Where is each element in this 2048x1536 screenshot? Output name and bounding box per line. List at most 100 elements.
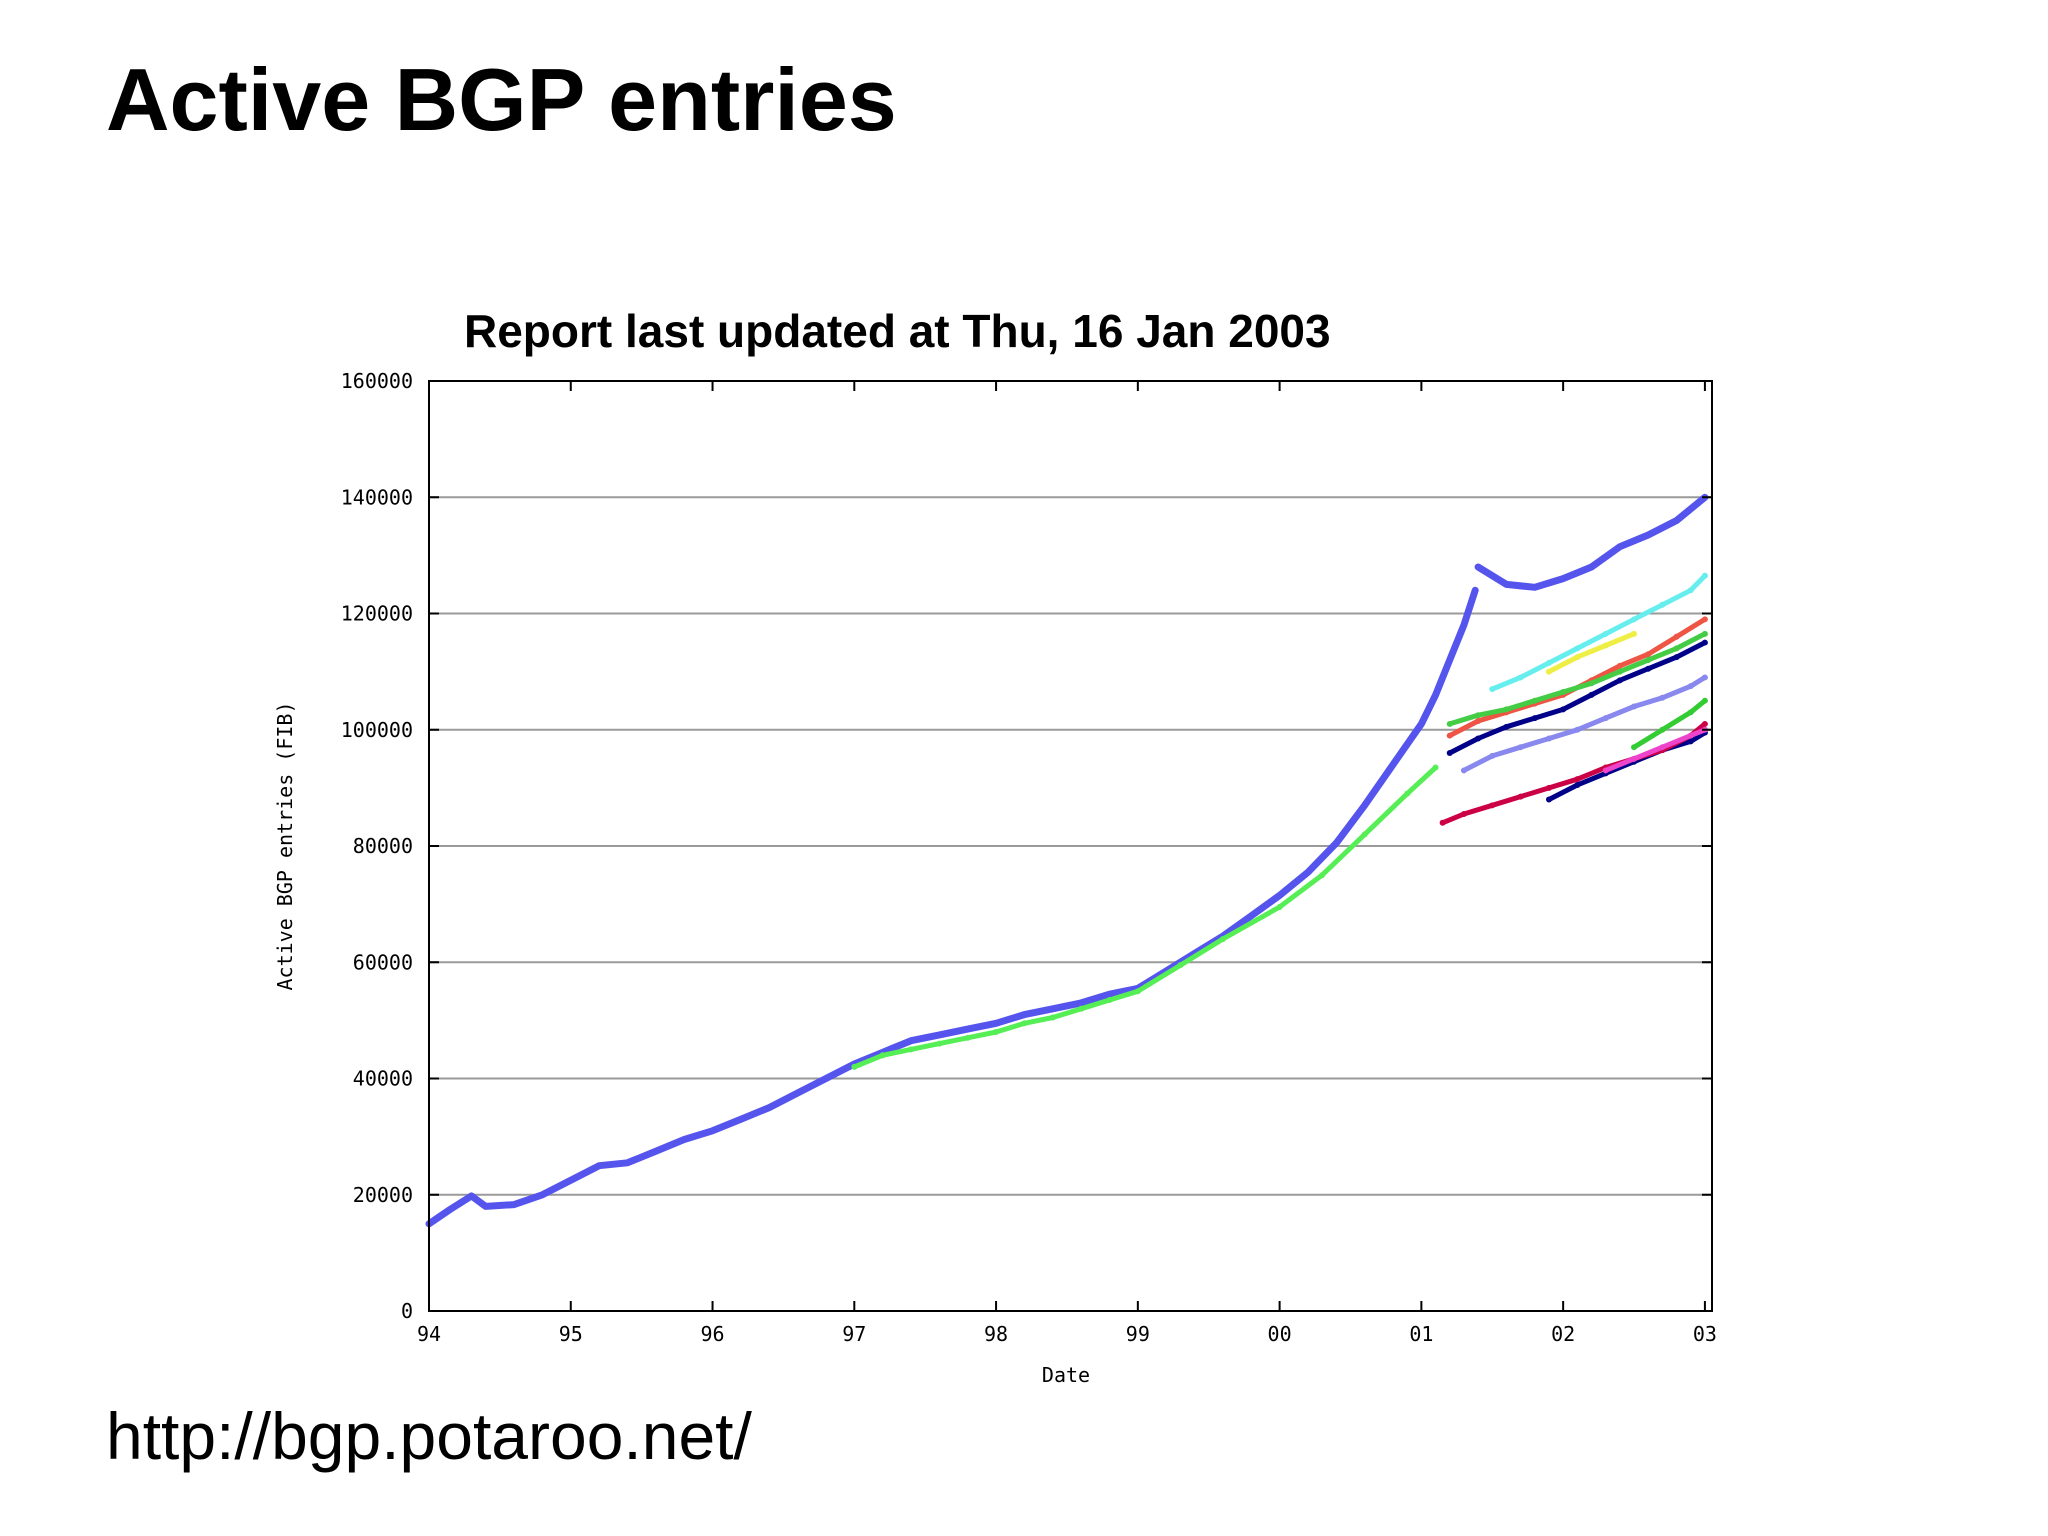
data-point	[1631, 616, 1638, 623]
data-point	[766, 1104, 773, 1111]
data-point	[1560, 706, 1567, 713]
data-point	[1616, 668, 1623, 675]
data-point	[1276, 904, 1283, 911]
data-point	[1701, 674, 1708, 681]
data-point	[1460, 622, 1467, 629]
data-point	[1687, 683, 1694, 690]
series-group	[1474, 493, 1709, 591]
series-line	[1447, 616, 1708, 739]
data-point	[851, 1063, 858, 1070]
data-point	[468, 1192, 475, 1199]
data-point	[822, 1075, 829, 1082]
data-point	[652, 1148, 659, 1155]
data-point	[1517, 674, 1524, 681]
data-point	[1574, 781, 1581, 788]
data-point	[794, 1090, 801, 1097]
series-group	[1631, 697, 1708, 751]
data-point	[1404, 790, 1411, 797]
data-point	[482, 1203, 489, 1210]
data-point	[1687, 732, 1694, 739]
series-group	[1446, 639, 1708, 756]
data-point	[1701, 572, 1708, 579]
series-group	[1545, 630, 1638, 675]
data-point	[1049, 1014, 1056, 1021]
data-point	[1177, 962, 1184, 969]
series-group	[1446, 616, 1708, 739]
data-point	[1460, 767, 1467, 774]
data-point	[1475, 735, 1482, 742]
data-point	[737, 1116, 744, 1123]
x-tick-label: 99	[1126, 1322, 1150, 1346]
data-point	[1616, 662, 1623, 669]
series-line	[1489, 573, 1708, 692]
x-tick-label: 94	[417, 1322, 441, 1346]
data-point	[1531, 715, 1538, 722]
data-point	[1545, 796, 1552, 803]
data-point	[1616, 677, 1623, 684]
data-point	[964, 1034, 971, 1041]
data-point	[1446, 720, 1453, 727]
data-point	[879, 1052, 886, 1059]
data-point	[1631, 755, 1638, 762]
data-point	[1503, 581, 1510, 588]
data-point	[1134, 988, 1141, 995]
y-axis-label: Active BGP entries (FIB)	[273, 702, 297, 991]
data-point	[1701, 630, 1708, 637]
data-point	[1616, 543, 1623, 550]
data-point	[1472, 587, 1479, 594]
data-point	[1304, 869, 1311, 876]
data-point	[1390, 761, 1397, 768]
data-point	[1049, 1005, 1056, 1012]
data-point	[1439, 819, 1446, 826]
data-point	[1446, 657, 1453, 663]
data-point	[1602, 630, 1609, 637]
series-group	[1489, 572, 1708, 693]
data-point	[1701, 720, 1708, 727]
data-point	[1645, 532, 1652, 539]
data-point	[1517, 744, 1524, 751]
data-point	[1645, 665, 1652, 672]
data-point	[1659, 601, 1666, 608]
series-group	[851, 764, 1439, 1070]
data-point	[1219, 936, 1226, 942]
series-group	[1460, 674, 1708, 774]
data-point	[1106, 991, 1113, 998]
x-tick-label: 95	[559, 1322, 583, 1346]
chart-title: Report last updated at Thu, 16 Jan 2003	[464, 305, 1331, 357]
series-group	[1602, 726, 1708, 774]
y-tick-label: 40000	[353, 1067, 413, 1091]
data-point	[1631, 703, 1638, 710]
data-point	[1545, 784, 1552, 791]
data-point	[1078, 999, 1085, 1006]
data-point	[1588, 564, 1595, 570]
data-point	[1446, 732, 1453, 739]
data-point	[1701, 639, 1708, 646]
data-point	[1446, 750, 1453, 756]
data-point	[908, 1037, 915, 1044]
data-point	[1475, 564, 1482, 570]
data-point	[1021, 1020, 1028, 1027]
y-tick-label: 80000	[353, 834, 413, 858]
plot-frame	[428, 380, 1713, 1312]
data-point	[1659, 694, 1666, 701]
series-line	[1474, 493, 1709, 591]
source-url[interactable]: http://bgp.potaroo.net/	[106, 1399, 752, 1473]
data-point	[1588, 680, 1595, 687]
data-point	[1531, 697, 1538, 704]
data-point	[1078, 1005, 1085, 1012]
data-point	[1687, 738, 1694, 745]
x-tick-label: 03	[1693, 1322, 1717, 1346]
data-series	[425, 493, 1709, 1228]
data-point	[447, 1206, 454, 1213]
data-point	[936, 1031, 943, 1038]
x-tick-label: 00	[1268, 1322, 1292, 1346]
x-tick-label: 97	[842, 1322, 866, 1346]
data-point	[511, 1201, 518, 1208]
y-tick-label: 120000	[341, 602, 413, 626]
tick-labels: 0 20000 40000 60000 80000 100000 120000 140000 1…	[341, 369, 1717, 1346]
data-point	[1687, 709, 1694, 716]
data-point	[1687, 587, 1694, 594]
data-point	[1631, 744, 1638, 751]
